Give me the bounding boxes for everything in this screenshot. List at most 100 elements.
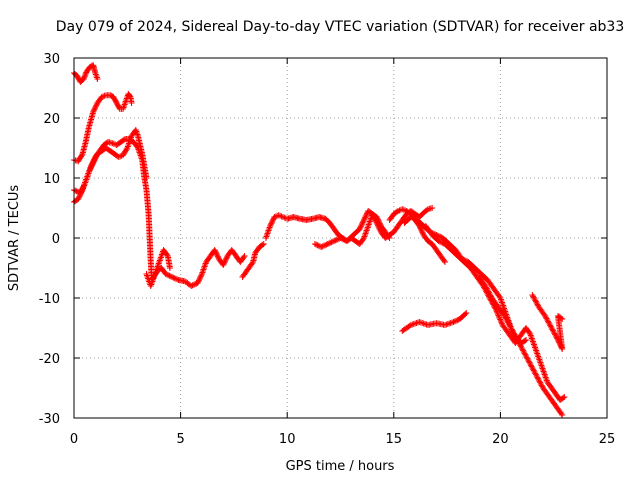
- data-point-marker: [547, 322, 554, 329]
- x-tick-label: 10: [279, 432, 296, 447]
- data-point-marker: [269, 217, 276, 224]
- data-point-marker: [538, 364, 545, 370]
- data-point-marker: [532, 344, 539, 351]
- data-point-marker: [419, 229, 426, 236]
- data-point-marker: [320, 242, 327, 249]
- x-axis-label: GPS time / hours: [286, 459, 395, 474]
- data-point-marker: [418, 228, 425, 235]
- data-point-marker: [535, 355, 542, 361]
- data-point-marker: [166, 272, 173, 279]
- data-point-marker: [174, 276, 181, 283]
- data-point-marker: [134, 143, 141, 150]
- data-point-marker: [323, 241, 330, 248]
- data-point-marker: [277, 212, 284, 219]
- data-point-marker: [508, 325, 515, 331]
- data-point-marker: [484, 287, 491, 293]
- data-point-marker: [530, 366, 537, 373]
- x-tick-label: 0: [70, 432, 78, 447]
- data-point-marker: [373, 220, 380, 226]
- data-point-marker: [359, 219, 366, 226]
- data-point-marker: [83, 176, 90, 183]
- data-point-marker: [483, 285, 490, 292]
- data-point-marker: [512, 333, 519, 339]
- data-point-marker: [542, 374, 549, 381]
- data-point-marker: [522, 351, 529, 358]
- data-point-marker: [76, 193, 83, 200]
- x-tick-label: 25: [599, 432, 616, 447]
- data-point-marker: [361, 215, 368, 222]
- data-point-marker: [540, 368, 547, 375]
- data-point-marker: [156, 259, 163, 265]
- data-point-marker: [91, 106, 98, 113]
- data-point-marker: [329, 238, 336, 245]
- data-point-marker: [322, 242, 329, 249]
- data-point-marker: [92, 103, 99, 110]
- data-point-marker: [533, 349, 540, 355]
- data-point-marker: [535, 353, 542, 360]
- data-point-marker: [318, 244, 325, 250]
- data-point-marker: [117, 153, 124, 160]
- data-point-marker: [527, 362, 534, 369]
- data-point-marker: [267, 221, 274, 228]
- data-point-marker: [549, 326, 556, 333]
- data-point-marker: [72, 187, 79, 194]
- data-point-marker: [101, 92, 108, 99]
- data-point-marker: [537, 379, 544, 386]
- data-point-marker: [145, 275, 152, 282]
- data-point-marker: [482, 283, 489, 289]
- data-point-marker: [511, 331, 518, 338]
- data-marks: [71, 62, 568, 418]
- data-point-marker: [93, 73, 100, 79]
- data-point-marker: [313, 241, 320, 248]
- data-point-marker: [451, 318, 458, 325]
- data-point-marker: [197, 273, 204, 280]
- data-point-marker: [496, 293, 503, 300]
- data-point-marker: [531, 296, 538, 302]
- data-point-marker: [281, 214, 288, 221]
- data-point-marker: [515, 339, 522, 346]
- data-point-marker: [94, 76, 101, 82]
- data-point-marker: [561, 394, 568, 400]
- data-point-marker: [550, 329, 557, 335]
- data-point-marker: [73, 188, 80, 195]
- data-point-marker: [324, 241, 331, 247]
- data-point-marker: [220, 260, 227, 267]
- data-point-marker: [337, 235, 344, 241]
- y-tick-label: 30: [43, 52, 60, 67]
- data-point-marker: [486, 291, 493, 297]
- data-point-marker: [526, 329, 533, 336]
- data-point-marker: [363, 227, 370, 234]
- y-tick-label: -10: [39, 292, 60, 307]
- data-point-marker: [536, 356, 543, 363]
- data-point-marker: [188, 283, 195, 289]
- data-point-marker: [268, 220, 275, 227]
- data-point-marker: [263, 233, 270, 240]
- data-point-marker: [356, 226, 363, 232]
- data-point-marker: [536, 378, 543, 385]
- data-point-marker: [450, 319, 457, 325]
- data-point-marker: [510, 329, 517, 335]
- data-point-marker: [517, 342, 524, 349]
- data-point-marker: [514, 337, 521, 343]
- data-point-marker: [558, 410, 565, 417]
- data-point-marker: [509, 327, 516, 334]
- data-point-marker: [534, 301, 541, 308]
- data-point-marker: [220, 262, 227, 268]
- data-point-marker: [167, 273, 174, 280]
- data-point-marker: [441, 259, 448, 265]
- data-point-marker: [528, 335, 535, 342]
- data-point-marker: [363, 211, 370, 218]
- data-point-marker: [537, 381, 544, 387]
- data-point-marker: [536, 358, 543, 364]
- data-point-marker: [263, 232, 270, 238]
- data-point-marker: [529, 337, 536, 343]
- data-point-marker: [260, 241, 267, 247]
- data-point-marker: [497, 317, 504, 324]
- data-point-marker: [267, 223, 274, 229]
- data-point-marker: [240, 254, 247, 261]
- data-point-marker: [531, 343, 538, 349]
- data-point-marker: [553, 334, 560, 341]
- data-point-marker: [552, 331, 559, 338]
- data-point-marker: [77, 192, 84, 199]
